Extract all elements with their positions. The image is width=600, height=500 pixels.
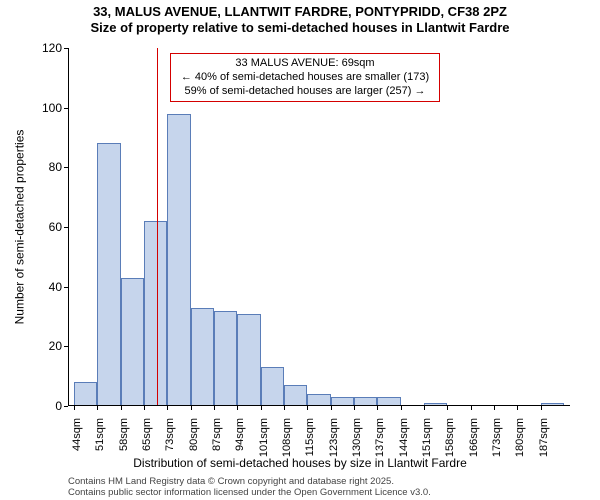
x-tick [494,406,495,410]
property-info-box: 33 MALUS AVENUE: 69sqm← 40% of semi-deta… [170,53,440,102]
info-box-line-3: 59% of semi-detached houses are larger (… [179,85,431,99]
attribution: Contains HM Land Registry data © Crown c… [68,476,431,499]
x-tick [214,406,215,410]
histogram-plot: 02040608010012044sqm51sqm58sqm65sqm73sqm… [68,48,570,406]
y-axis-line [68,48,69,406]
x-tick-label: 101sqm [258,418,270,458]
histogram-bar [237,314,260,406]
x-tick [377,406,378,410]
x-tick [517,406,518,410]
x-tick-label: 166sqm [468,418,480,458]
histogram-bar [97,143,120,406]
histogram-bar [121,278,144,406]
y-tick-label: 40 [22,280,62,294]
chart-titles: 33, MALUS AVENUE, LLANTWIT FARDRE, PONTY… [0,4,600,37]
histogram-bar [144,221,167,406]
x-tick [354,406,355,410]
x-tick-label: 130sqm [351,418,363,458]
x-axis-label: Distribution of semi-detached houses by … [0,456,600,470]
y-tick [64,406,68,407]
x-tick-label: 123sqm [328,418,340,458]
x-tick [121,406,122,410]
footer-line-2: Contains public sector information licen… [68,487,431,498]
histogram-bar [261,367,284,406]
histogram-bar [191,308,214,406]
y-tick-label: 100 [22,101,62,115]
x-tick [331,406,332,410]
x-tick [471,406,472,410]
histogram-bar [284,385,307,406]
x-tick [541,406,542,410]
x-tick [237,406,238,410]
x-tick [447,406,448,410]
x-tick-label: 73sqm [164,418,176,458]
y-tick-label: 0 [22,399,62,413]
x-tick-label: 173sqm [491,418,503,458]
info-box-line-1: 33 MALUS AVENUE: 69sqm [179,57,431,71]
x-tick [191,406,192,410]
y-tick-label: 120 [22,41,62,55]
x-tick-label: 144sqm [398,418,410,458]
x-tick-label: 80sqm [188,418,200,458]
x-tick-label: 87sqm [211,418,223,458]
histogram-bar [167,114,190,406]
x-tick [261,406,262,410]
x-tick [74,406,75,410]
x-tick-label: 158sqm [444,418,456,458]
footer-line-1: Contains HM Land Registry data © Crown c… [68,476,431,487]
y-tick-label: 20 [22,339,62,353]
x-tick [144,406,145,410]
x-axis-line [68,405,570,406]
x-tick-label: 94sqm [234,418,246,458]
x-tick-label: 151sqm [421,418,433,458]
y-tick-label: 80 [22,160,62,174]
x-tick [307,406,308,410]
x-tick [401,406,402,410]
property-marker-line [157,48,158,406]
info-box-line-2: ← 40% of semi-detached houses are smalle… [179,71,431,85]
title-line-2: Size of property relative to semi-detach… [0,20,600,36]
x-tick-label: 58sqm [118,418,130,458]
x-tick [97,406,98,410]
x-tick-label: 115sqm [304,418,316,458]
x-tick-label: 180sqm [514,418,526,458]
x-tick-label: 137sqm [374,418,386,458]
x-tick [167,406,168,410]
x-tick-label: 51sqm [94,418,106,458]
x-tick-label: 65sqm [141,418,153,458]
histogram-bar [74,382,97,406]
histogram-bar [214,311,237,406]
x-tick [424,406,425,410]
x-tick-label: 187sqm [538,418,550,458]
x-tick-label: 44sqm [71,418,83,458]
x-tick-label: 108sqm [281,418,293,458]
x-tick [284,406,285,410]
title-line-1: 33, MALUS AVENUE, LLANTWIT FARDRE, PONTY… [0,4,600,20]
y-tick-label: 60 [22,220,62,234]
